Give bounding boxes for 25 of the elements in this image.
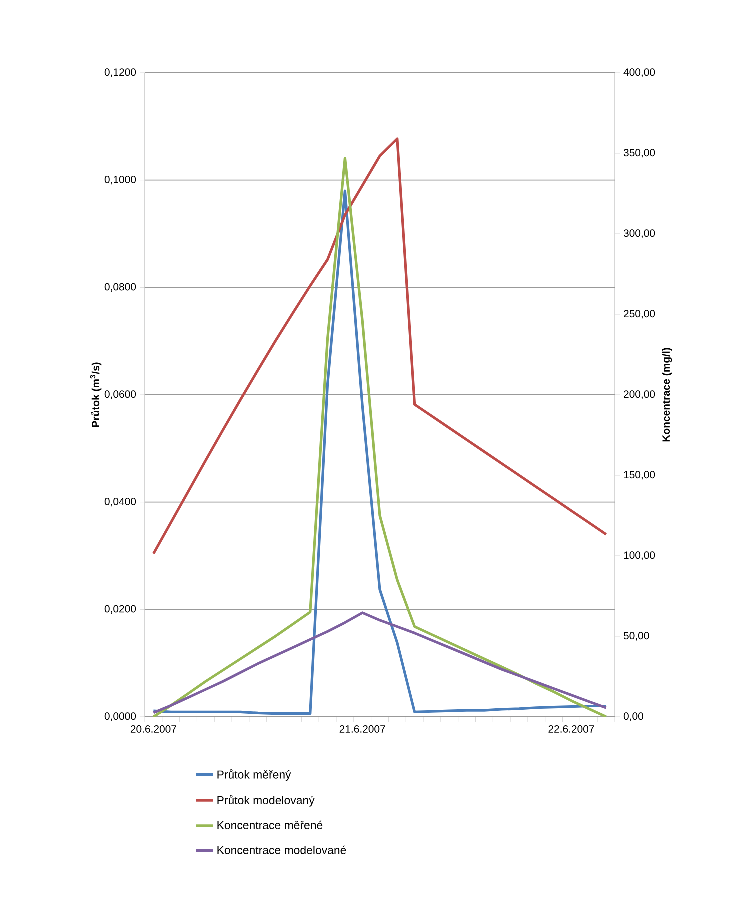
x-tick-label: 22.6.2007: [548, 726, 594, 733]
y-tick-label: 0,0800: [104, 283, 136, 292]
y2-tick-label: 400,00: [624, 68, 656, 78]
y2-tick-label: 150,00: [624, 471, 656, 480]
y2-tick-label: 300,00: [624, 230, 656, 238]
legend-label: Koncentrace měřené: [218, 820, 323, 830]
y2-tick-label: 250,00: [624, 310, 656, 319]
x-tick-label: 21.6.2007: [340, 726, 386, 733]
y2-tick-label: 0,00: [624, 712, 644, 722]
legend-label: Průtok měřený: [218, 769, 292, 782]
legend-label: Koncentrace modelované: [218, 846, 346, 854]
y-tick-label: 0,1000: [104, 176, 136, 185]
y2-axis-title: Koncentrace (mg/l): [662, 348, 672, 442]
y-tick-label: 0,0200: [104, 605, 136, 614]
y2-tick-label: 350,00: [624, 149, 656, 158]
y-tick-label: 0,0000: [104, 712, 136, 722]
legend-label: Průtok modelovaný: [218, 795, 315, 807]
y-axis-title: Průtok (m$^{3}$/s): [90, 362, 102, 428]
x-tick-label: 20.6.2007: [130, 726, 176, 733]
y2-tick-label: 50,00: [624, 632, 650, 641]
y-tick-label: 0,0400: [104, 498, 136, 507]
y2-tick-label: 200,00: [624, 390, 656, 400]
y-tick-label: 0,0600: [104, 390, 136, 400]
y-tick-label: 0,1200: [104, 68, 136, 78]
y2-tick-label: 100,00: [624, 552, 656, 560]
